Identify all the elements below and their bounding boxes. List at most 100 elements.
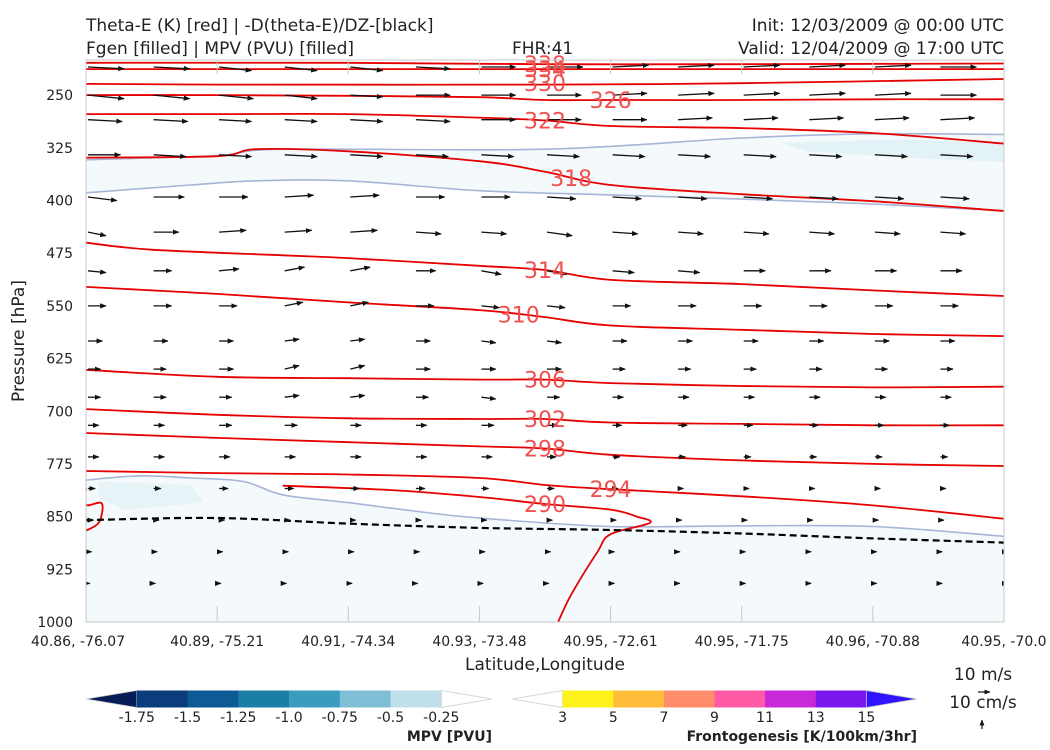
wind-vector-3-14 [1006,155,1038,157]
mpv-colorbar-segment-0 [85,690,138,708]
wind-vector-6-3 [284,265,306,272]
theta-e-label-318: 318 [550,167,592,192]
wind-vector-4-12 [874,195,905,202]
wind-vector-0-9 [678,62,715,69]
wind-vector-3-5 [415,153,449,159]
theta-e-contour-290-13 [282,484,652,622]
fgen-colorbar-segment-5 [765,690,817,708]
wind-vector-8-7 [546,339,563,345]
wind-vector-8-6 [481,339,497,345]
theta-e-label-334: 334 [524,58,566,83]
mpv-colorbar-tick-0: -1.75 [119,710,155,726]
mpv-outline-lower-layer [86,475,1004,538]
wind-vector-7-4 [350,300,369,307]
wind-vector-2-4 [350,118,384,124]
wind-vector-0-1 [153,65,191,72]
x-tick-label-0: 40.86, -76.07 [31,634,125,650]
wind-vector-7-3 [284,300,304,307]
mpv-outline-upper-bottom [86,179,1004,212]
wind-vector-2-0 [87,118,123,124]
fgen-colorbar-tick-3: 9 [710,710,719,726]
wind-vector-10-6 [481,395,497,401]
fgen-colorbar-tick-6: 15 [857,710,875,726]
wind-vector-6-4 [350,265,371,272]
wind-vector-4-13 [940,195,970,202]
wind-vector-6-0 [87,269,107,275]
theta-e-contour-306-8 [86,368,1004,389]
ref-vector-vertical-label: 10 cm/s [949,693,1017,713]
wind-vector-1-11 [809,90,846,97]
wind-vector-3-7 [546,153,581,159]
wind-vector-1-2 [219,94,254,101]
theta-e-contour-330-2 [86,78,1004,86]
wind-vector-0-11 [809,62,846,69]
wind-vector-0-5 [415,65,451,72]
wind-vector-10-4 [350,393,366,399]
wind-vector-5-13 [940,230,967,237]
x-tick-label-4: 40.95, -72.61 [564,634,658,650]
wind-vector-4-3 [284,192,315,199]
wind-vector-7-7 [546,304,566,310]
wind-vector-1-10 [743,90,781,97]
mpv-region-2 [86,475,1004,622]
wind-vector-3-9 [678,153,712,159]
wind-vector-1-1 [153,94,191,101]
wind-vector-5-10 [743,230,770,237]
wind-vector-6-9 [678,269,701,275]
fgen-colorbar: 3 5 7 9 11 13 15 [511,690,918,726]
mpv-colorbar-tick-4: -0.75 [322,710,358,726]
wind-vector-8-3 [284,337,300,343]
x-tick-label-1: 40.89, -75.21 [170,634,264,650]
wind-vector-2-1 [153,118,189,124]
mpv-region-strong-0 [99,481,204,510]
mpv-colorbar-tick-5: -0.5 [377,710,404,726]
forecast-hour: FHR:41 [512,39,573,59]
wind-vector-1-4 [350,93,384,100]
theta-e-label-294: 294 [590,478,632,503]
wind-vector-3-10 [743,153,777,159]
wind-vector-1-0 [87,94,125,101]
wind-vector-2-13 [940,115,976,121]
wind-vector-4-7 [546,195,577,202]
x-tick-label-7: 40.95, -70.0 [961,634,1046,650]
title-line-2: Fgen [filled] | MPV (PVU) [filled] [86,39,354,59]
wind-vector-5-4 [350,228,378,234]
wind-vector-5-11 [809,230,836,237]
wind-vector-5-8 [612,230,639,237]
fgen-colorbar-tick-1: 5 [609,710,618,726]
wind-vector-3-12 [874,153,908,159]
theta-e-contour-314-6 [86,241,1004,297]
y-tick-label-775: 775 [46,457,73,473]
x-tick-label-6: 40.96, -70.88 [826,634,920,650]
fgen-colorbar-segment-3 [663,690,715,708]
fgen-colorbar-segment-4 [714,690,766,708]
y-tick-label-850: 850 [46,510,73,526]
wind-vector-2-2 [219,118,253,124]
tick-layer: 250 325 400 475 550 625 700 775 850 925 1000 40.86,… [31,60,1047,650]
wind-vector-2-10 [743,115,779,121]
x-tick-label-2: 40.91, -74.34 [301,634,395,650]
wind-vector-0-0 [87,65,125,72]
wind-vector-2-5 [415,118,451,124]
mpv-colorbar-segment-5 [339,690,391,708]
y-tick-label-625: 625 [46,352,73,368]
mpv-colorbar-segment-2 [187,690,239,708]
y-tick-label-475: 475 [46,246,73,262]
wind-vector-7-6 [481,304,501,310]
theta-e-contour-310-7 [86,286,1004,337]
fgen-colorbar-segment-2 [613,690,665,708]
wind-vector-0-8 [612,62,650,69]
wind-vector-0-3 [284,66,318,73]
wind-vector-1-8 [612,91,648,97]
wind-vector-8-4 [350,337,366,343]
valid-time: Valid: 12/04/2009 @ 17:00 UTC [738,39,1004,59]
wind-vector-5-6 [481,230,508,237]
x-axis-label: Latitude,Longitude [465,655,625,675]
theta-e-contour-322-4 [86,112,1004,145]
wind-vector-10-3 [284,393,300,399]
wind-vector-5-14 [1006,232,1031,234]
fgen-colorbar-tick-0: 3 [558,710,567,726]
fgen-colorbar-segment-6 [815,690,867,708]
wind-vector-1-9 [678,90,715,97]
mpv-colorbar-segment-4 [289,690,341,708]
